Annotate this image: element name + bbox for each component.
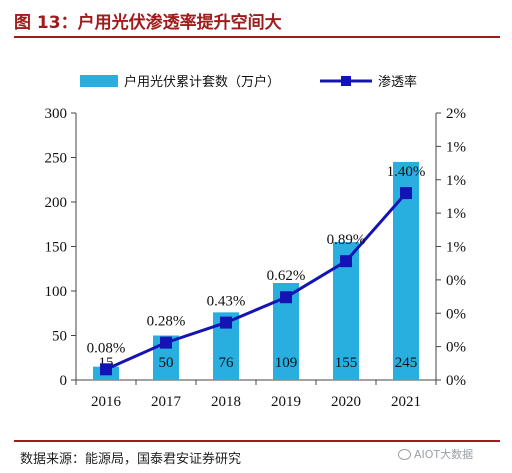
line-value-label: 1.40%	[387, 164, 426, 180]
left-tick-label: 200	[45, 195, 68, 211]
left-tick-label: 300	[45, 106, 68, 122]
right-tick-label: 0%	[446, 306, 466, 322]
line-marker	[160, 336, 172, 349]
axes: 0 50 100 150 200 250 300 0% 0% 0% 0% 1% 1% 1% 1% 2% 2016…	[45, 106, 467, 410]
x-tick-label: 2021	[391, 394, 421, 410]
left-tick-label: 50	[52, 329, 67, 345]
title-rule	[14, 36, 500, 38]
right-tick-label: 1%	[446, 139, 466, 155]
bar-value-label: 245	[395, 355, 418, 371]
x-tick-label: 2019	[271, 394, 301, 410]
bar-value-label: 50	[159, 355, 174, 371]
chart: 户用光伏累计套数（万户） 渗透率 0501001502002503000%0%0…	[45, 74, 467, 410]
line-value-label: 0.08%	[87, 340, 126, 356]
bar-labels: 15 50 76 109 155 245	[99, 355, 418, 371]
line-path	[105, 192, 408, 371]
line-marker	[100, 363, 112, 376]
watermark: AIOT大数据	[398, 446, 473, 462]
line-value-label: 0.28%	[147, 314, 186, 330]
x-tick-label: 2020	[331, 394, 361, 410]
line-series	[100, 187, 412, 376]
legend-bar-swatch	[80, 75, 118, 87]
line-marker	[220, 316, 232, 329]
watermark-text: AIOT大数据	[414, 448, 474, 461]
legend-line-marker	[341, 76, 351, 86]
line-marker	[280, 291, 292, 304]
right-tick-label: 1%	[446, 240, 466, 256]
bottom-rule	[14, 440, 500, 442]
x-tick-label: 2016	[91, 394, 122, 410]
legend: 户用光伏累计套数（万户） 渗透率	[80, 74, 417, 90]
line-marker	[400, 187, 412, 200]
left-tick-label: 250	[45, 151, 68, 167]
right-tick-label: 1%	[446, 206, 466, 222]
left-tick-label: 150	[45, 240, 68, 256]
line-labels: 0.08% 0.28% 0.43% 0.62% 0.89% 1.40%	[87, 164, 426, 356]
bar-value-label: 109	[275, 355, 298, 371]
right-tick-label: 0%	[446, 273, 466, 289]
source-note: 数据来源：能源局，国泰君安证券研究	[20, 452, 242, 467]
line-value-label: 0.43%	[207, 294, 246, 310]
left-tick-label: 100	[45, 284, 68, 300]
bar-value-label: 155	[335, 355, 358, 371]
right-tick-label: 1%	[446, 173, 466, 189]
line-value-label: 0.89%	[327, 232, 366, 248]
legend-line-label: 渗透率	[378, 74, 417, 90]
bar-series	[93, 161, 419, 380]
bar-value-label: 76	[219, 355, 235, 371]
right-tick-label: 2%	[446, 106, 466, 122]
figure-title: 图 13：户用光伏渗透率提升空间大	[14, 13, 282, 33]
left-tick-label: 0	[60, 373, 68, 389]
x-tick-label: 2018	[211, 394, 241, 410]
legend-bar-label: 户用光伏累计套数（万户）	[124, 74, 280, 90]
wechat-icon	[398, 448, 411, 460]
line-marker	[340, 255, 352, 268]
right-tick-label: 0%	[446, 373, 466, 389]
line-value-label: 0.62%	[267, 268, 306, 284]
right-tick-label: 0%	[446, 340, 466, 356]
x-tick-label: 2017	[151, 394, 182, 410]
